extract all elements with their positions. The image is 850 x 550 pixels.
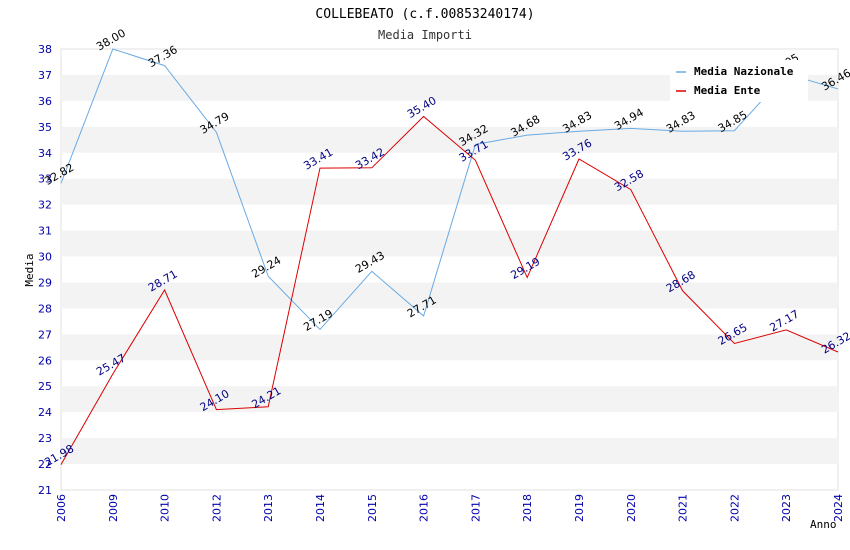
series-lines	[60, 48, 839, 465]
plot-area	[60, 48, 839, 491]
y-tick-label: 27	[38, 328, 52, 341]
series-line-media-ente	[60, 115, 839, 465]
x-tick-label: 2010	[159, 494, 172, 522]
y-tick-label: 32	[38, 199, 52, 212]
legend-box	[670, 60, 808, 102]
y-tick-label: 37	[38, 69, 52, 82]
y-tick-label: 36	[38, 95, 52, 108]
y-tick-label: 25	[38, 380, 52, 393]
chart-title: COLLEBEATO (c.f.00853240174)	[315, 7, 534, 22]
y-tick-label: 34	[38, 147, 52, 160]
plot-bands	[60, 48, 839, 491]
y-tick-label: 28	[38, 302, 52, 315]
grid-band	[61, 178, 838, 205]
y-tick-label: 26	[38, 354, 52, 367]
x-tick-label: 2022	[728, 494, 741, 522]
x-tick-label: 2009	[107, 494, 120, 522]
y-tick-label: 35	[38, 121, 52, 134]
y-tick-label: 22	[38, 458, 52, 471]
x-tick-label: 2016	[418, 494, 431, 522]
x-tick-label: 2015	[366, 494, 379, 522]
grid-band	[61, 386, 838, 413]
x-tick-label: 2012	[210, 494, 223, 522]
x-tick-label: 2024	[832, 494, 845, 522]
x-tick-label: 2006	[55, 494, 68, 522]
x-tick-label: 2019	[573, 494, 586, 522]
legend: Media Nazionale Media Ente	[670, 60, 808, 102]
y-axis-ticks: 21 22 23 24 25 26 27 28 29 30 31 32 33 34 35 36 37 38	[38, 43, 52, 497]
chart-subtitle: Media Importi	[378, 28, 472, 42]
x-tick-label: 2018	[521, 494, 534, 522]
x-axis-label: Anno	[810, 518, 837, 531]
grid-band	[61, 334, 838, 361]
x-tick-label: 2020	[625, 494, 638, 522]
x-tick-label: 2014	[314, 494, 327, 522]
series-line-media-nazionale	[60, 48, 839, 331]
x-tick-label: 2021	[677, 494, 690, 522]
x-tick-label: 2017	[469, 494, 482, 522]
legend-label-media-nazionale: Media Nazionale	[694, 65, 794, 78]
grid-band	[61, 282, 838, 309]
x-axis-ticks: 2006 2009 2010 2012 2013 2014 2015 2016 2017 2018…	[55, 494, 845, 522]
y-tick-label: 29	[38, 276, 52, 289]
legend-label-media-ente: Media Ente	[694, 84, 761, 97]
x-tick-label: 2023	[780, 494, 793, 522]
y-tick-label: 21	[38, 484, 52, 497]
y-tick-label: 31	[38, 225, 52, 238]
y-axis-label: Media	[23, 253, 36, 286]
y-tick-label: 33	[38, 173, 52, 186]
y-tick-label: 30	[38, 251, 52, 264]
y-tick-label: 24	[38, 406, 52, 419]
x-tick-label: 2013	[262, 494, 275, 522]
y-tick-label: 23	[38, 432, 52, 445]
grid-band	[61, 230, 838, 257]
grid-band	[61, 438, 838, 465]
y-tick-label: 38	[38, 43, 52, 56]
